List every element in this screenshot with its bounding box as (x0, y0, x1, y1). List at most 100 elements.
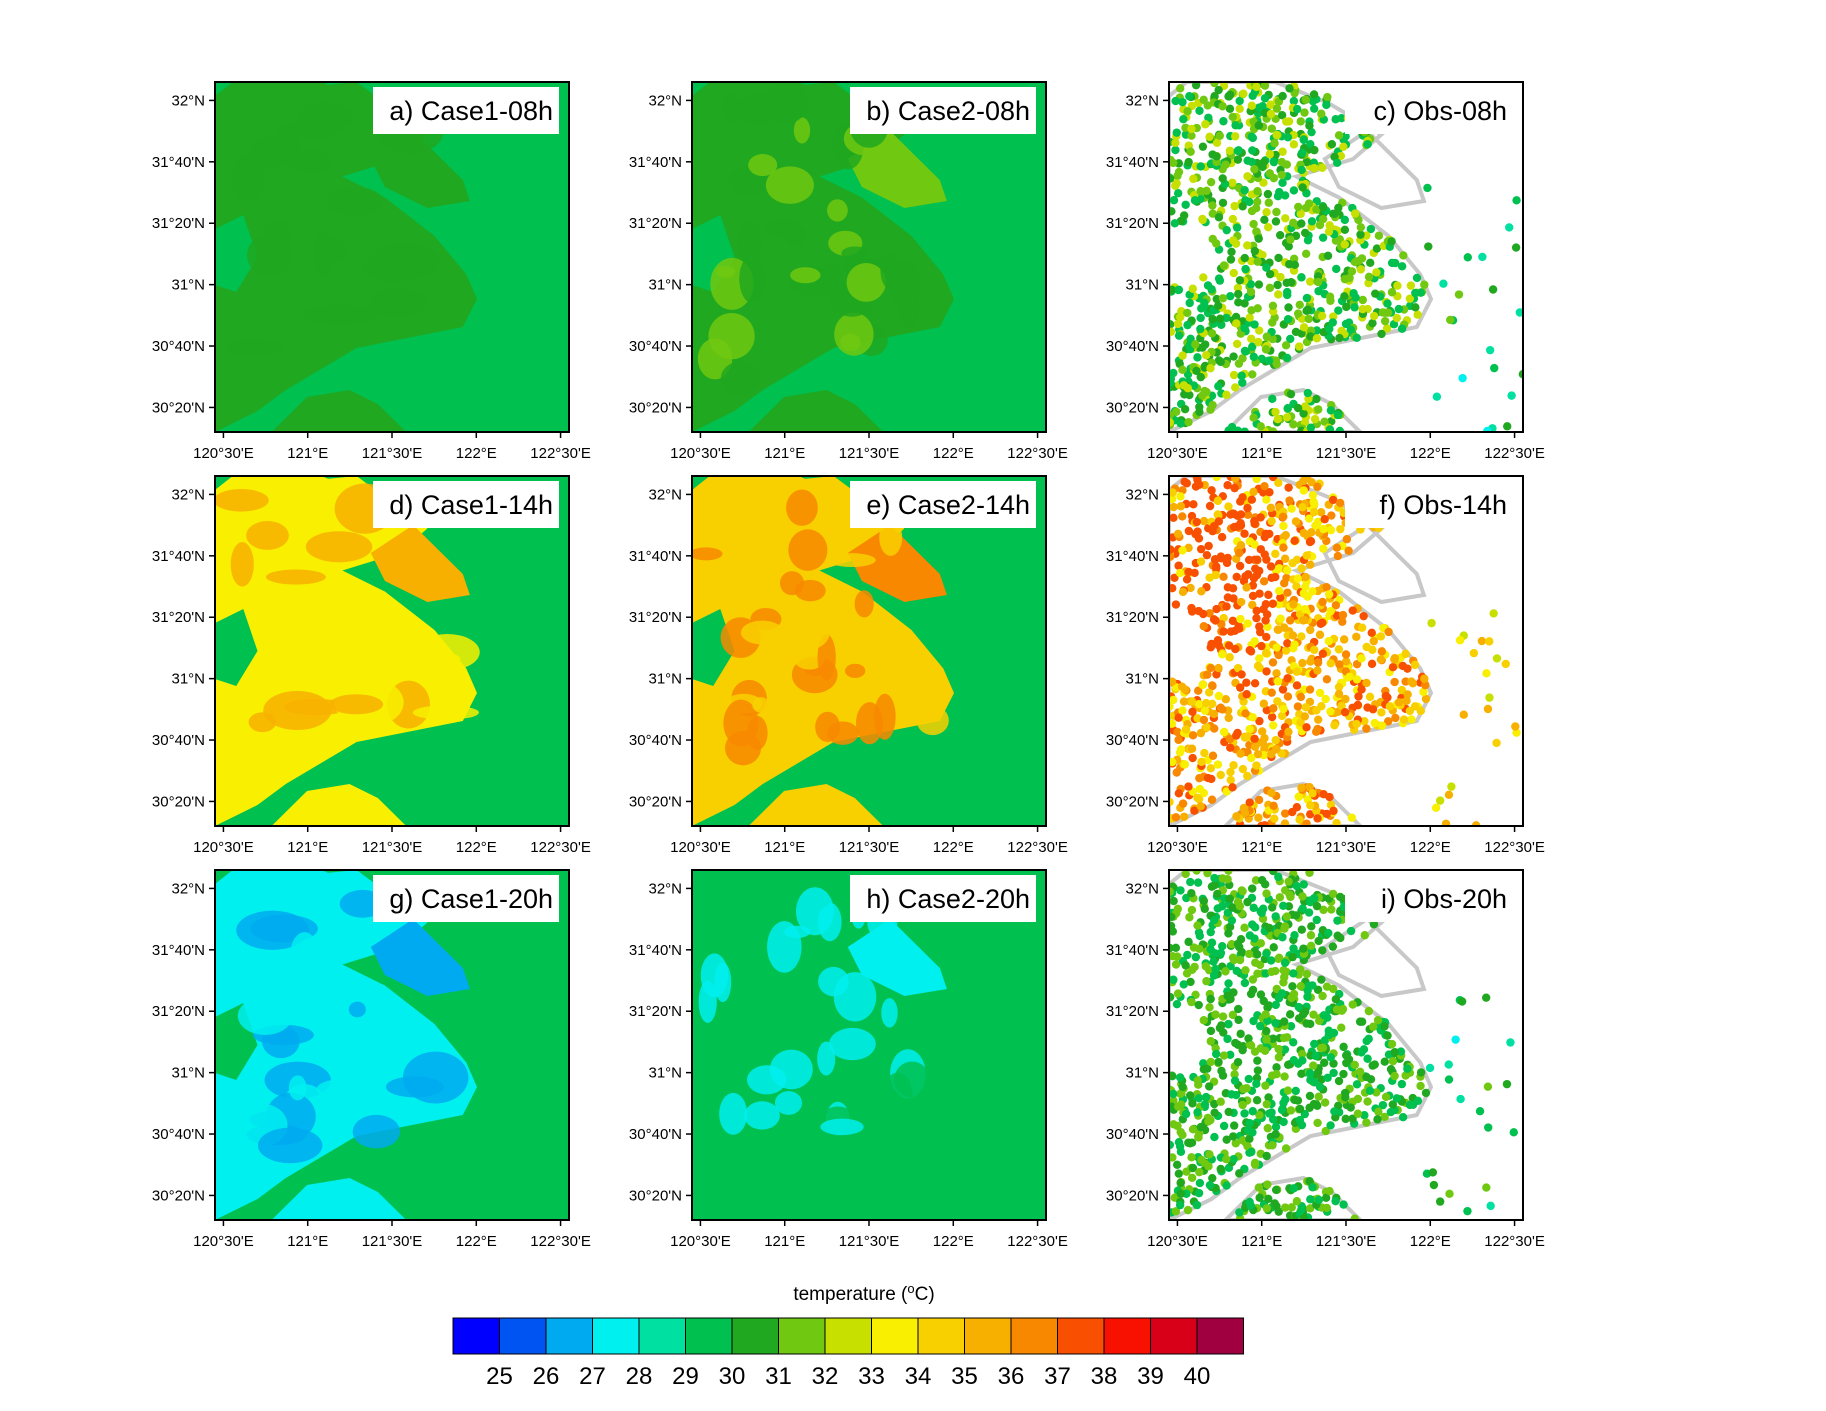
station-dot (1353, 1109, 1363, 1118)
station-dot (1205, 1003, 1214, 1012)
land-field (215, 476, 477, 826)
station-dot (1250, 637, 1259, 646)
station-dot (1358, 295, 1367, 305)
station-dot (1282, 117, 1291, 126)
island-field (370, 919, 470, 996)
station-dot (1312, 205, 1321, 214)
station-dot (1268, 599, 1278, 608)
station-dot (1281, 530, 1290, 540)
station-dot (1326, 1121, 1335, 1130)
land-patch (316, 1078, 370, 1101)
panel-body (692, 82, 1046, 432)
station-dot (1293, 702, 1303, 711)
station-dot (1260, 1046, 1270, 1055)
station-dot (1253, 197, 1262, 207)
land-field-south (748, 390, 884, 432)
land-patch (729, 476, 766, 525)
station-dot (1222, 225, 1231, 235)
x-tick-label: 121°30'E (362, 1233, 423, 1250)
station-dot (1346, 325, 1356, 334)
station-dot (1326, 659, 1335, 668)
station-dot (1190, 806, 1199, 815)
station-dot (1281, 341, 1291, 350)
y-tick-label: 32°N (171, 880, 205, 897)
station-dot (1169, 887, 1174, 896)
land-patch (765, 82, 809, 124)
land-patch (818, 966, 849, 997)
station-dot (1265, 923, 1274, 933)
station-dot (1169, 975, 1178, 984)
y-tick-label: 32°N (171, 486, 205, 503)
station-dot (1274, 290, 1283, 299)
station-dot (1267, 516, 1276, 526)
x-tick-label: 121°30'E (362, 445, 423, 462)
station-dot (1280, 809, 1290, 818)
y-tick-label: 31°N (1125, 671, 1159, 688)
station-dot (1224, 1107, 1233, 1117)
station-dot (1169, 494, 1177, 504)
station-dot (1222, 1154, 1231, 1164)
station-dot (1182, 575, 1192, 584)
land-patch (303, 304, 378, 325)
y-tick-label: 31°40'N (629, 154, 682, 171)
station-dot (1260, 880, 1270, 889)
station-dot (1203, 773, 1213, 783)
station-dot (1252, 82, 1261, 92)
station-dot (1297, 273, 1306, 282)
station-dot (1318, 163, 1327, 172)
station-dot (1321, 694, 1330, 704)
station-dot (1394, 698, 1404, 707)
station-dot (1420, 280, 1429, 289)
station-dot (1290, 640, 1299, 649)
station-dot (1313, 666, 1322, 675)
station-dot (1208, 400, 1217, 410)
x-tick-label: 121°E (764, 839, 805, 856)
station-dot (1266, 100, 1275, 109)
station-dot (1217, 532, 1227, 542)
station-dot (1222, 787, 1231, 796)
station-dot (1276, 593, 1285, 602)
station-dot (1172, 179, 1181, 188)
station-dot (1256, 513, 1265, 522)
station-dot (1397, 1079, 1407, 1089)
y-tick-label: 31°40'N (152, 942, 205, 959)
station-dot (1269, 173, 1279, 183)
station-dot (1208, 234, 1217, 244)
station-dot (1202, 723, 1211, 732)
station-dot (1210, 1099, 1219, 1109)
station-dot (1211, 964, 1220, 974)
station-dot (1193, 1076, 1202, 1085)
station-dot-offshore (1483, 704, 1493, 714)
station-dot (1183, 107, 1192, 116)
station-dot (1169, 196, 1179, 205)
station-dot (1267, 124, 1277, 133)
station-dot (1359, 611, 1368, 621)
station-dot (1274, 586, 1284, 596)
station-dot (1224, 929, 1233, 938)
station-dot (1248, 342, 1257, 351)
station-dot (1169, 797, 1174, 807)
station-dot-offshore (1485, 693, 1494, 702)
station-dot (1246, 256, 1256, 266)
station-dot (1180, 477, 1189, 487)
station-dot (1225, 90, 1235, 99)
station-dot (1350, 1214, 1359, 1220)
station-dot (1338, 1004, 1348, 1014)
station-dot (1293, 1096, 1303, 1105)
station-dot (1310, 145, 1319, 155)
station-dot-offshore (1475, 1107, 1485, 1116)
station-dot (1174, 285, 1184, 295)
station-dot (1306, 1019, 1315, 1029)
station-dot (1412, 273, 1422, 283)
land-patch (412, 705, 479, 720)
station-dot (1240, 299, 1249, 308)
station-dot (1289, 969, 1298, 978)
station-dot (1235, 561, 1245, 571)
station-dot (1169, 418, 1175, 427)
station-dot (1229, 352, 1238, 361)
station-dot (1403, 690, 1412, 699)
land-patch (329, 694, 384, 715)
station-dot (1279, 1117, 1288, 1127)
station-dot (1230, 1070, 1239, 1079)
station-dot (1277, 1105, 1287, 1115)
